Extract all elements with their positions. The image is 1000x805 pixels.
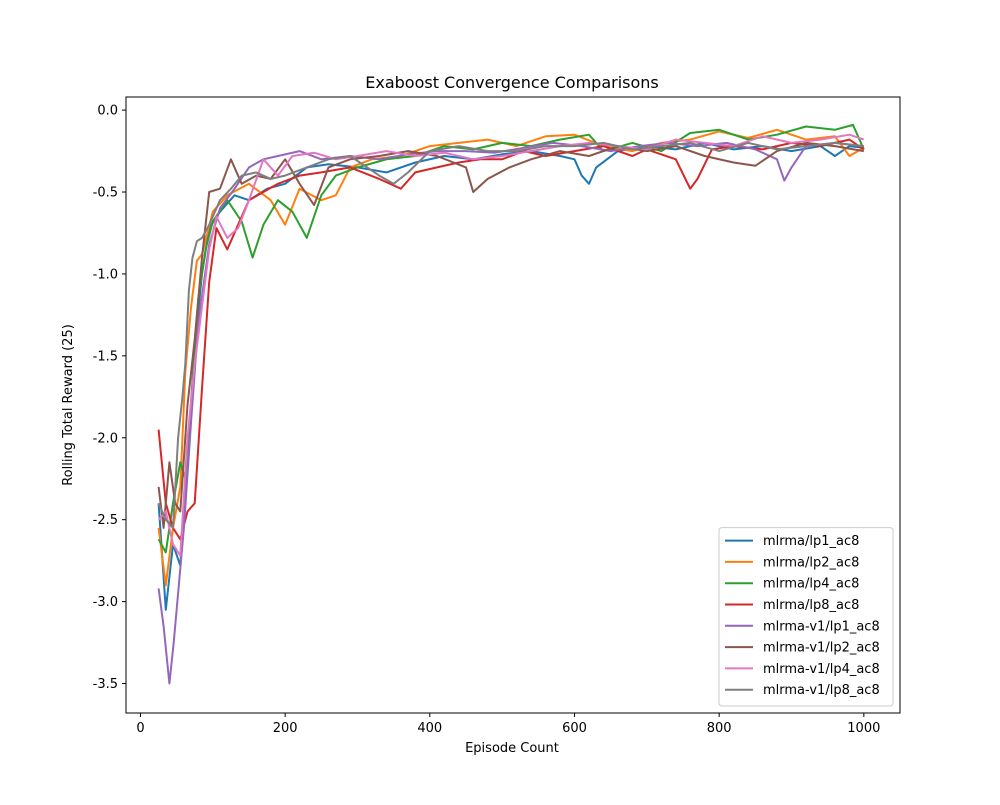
legend-box — [718, 527, 894, 707]
x-tick-label: 400 — [417, 721, 442, 736]
y-axis-label: Rolling Total Reward (25) — [61, 324, 76, 486]
x-tick-label: 0 — [136, 721, 144, 736]
chart-title: Exaboost Convergence Comparisons — [365, 73, 659, 92]
x-axis-label: Episode Count — [465, 741, 559, 756]
legend: mlrma/lp1_ac8 mlrma/lp2_ac8 mlrma/lp4_ac8m… — [718, 527, 894, 707]
legend-label-5: mlrma-v1/lp1_ac8 — [763, 619, 880, 634]
legend-label-1: mlrma/lp1_ac8 — [763, 534, 859, 549]
legend-label-2: mlrma/lp2_ac8 — [763, 555, 859, 570]
y-tick-label: -3.5 — [93, 677, 118, 692]
y-tick-label: -2.0 — [93, 431, 118, 446]
y-tick-label: -2.5 — [93, 513, 118, 528]
legend-label-6: mlrma-v1/lp2_ac8 — [763, 641, 880, 656]
legend-label-8: mlrma-v1/lp8_ac8 — [763, 683, 880, 698]
series-line-6 — [157, 141, 864, 529]
series-line-8 — [157, 141, 864, 529]
y-tick-label: -1.0 — [93, 267, 118, 282]
x-tick-label: 200 — [273, 721, 298, 736]
series-line-4 — [157, 138, 865, 541]
axes: 0 200 400 600 800 1000 0.0 -0.5 -1.0 -1.5 -2.0 -2.5… — [93, 104, 881, 736]
plot-area — [157, 123, 865, 685]
legend-label-4: mlrma/lp8_ac8 — [763, 598, 859, 613]
legend-label-7: mlrma-v1/lp4_ac8 — [763, 662, 880, 677]
y-tick-label: -1.5 — [93, 349, 118, 364]
y-tick-label: 0.0 — [97, 104, 118, 119]
x-tick-label: 1000 — [847, 721, 880, 736]
y-tick-label: -3.0 — [93, 595, 118, 610]
x-tick-label: 600 — [562, 721, 587, 736]
plot-frame — [125, 96, 901, 714]
legend-label-3: mlrma/lp4_ac8 — [763, 577, 859, 592]
y-tick-label: -0.5 — [93, 186, 118, 201]
series-line-7 — [157, 133, 865, 557]
x-tick-label: 800 — [707, 721, 732, 736]
